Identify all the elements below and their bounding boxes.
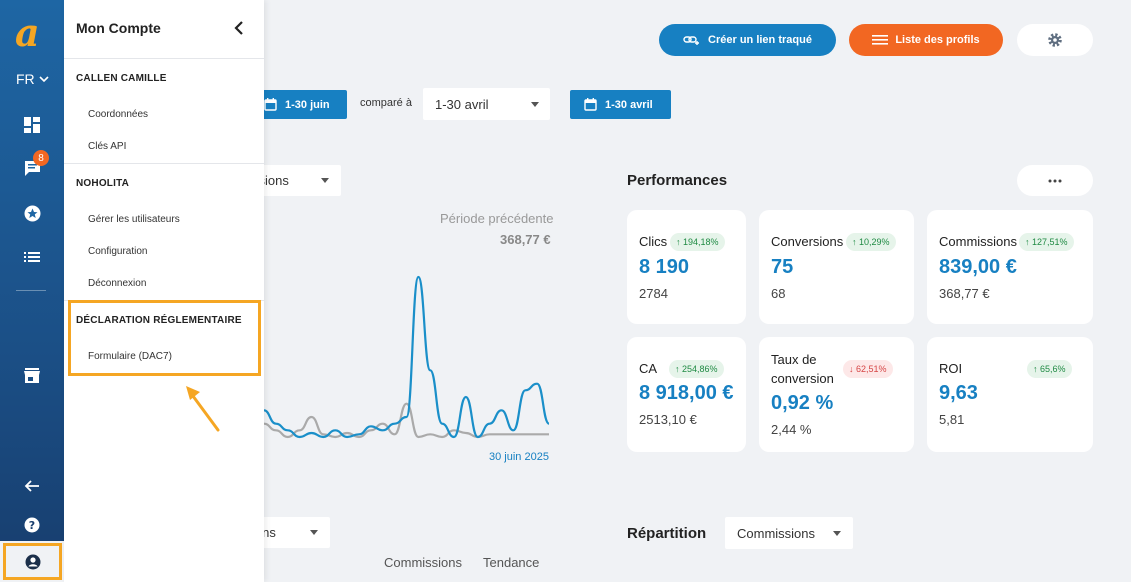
language-selector[interactable]: FR (16, 71, 49, 87)
compare-label: comparé à (360, 97, 412, 109)
previous-period-label: Période précédente (440, 211, 554, 226)
card-roi: ROI ↑ 65,6% 9,63 5,81 (927, 337, 1093, 452)
card-previous: 5,81 (939, 412, 965, 427)
calendar-icon (264, 98, 277, 111)
store-icon[interactable] (20, 363, 44, 387)
repartition-select[interactable]: Commissions (725, 517, 853, 549)
account-menu-panel: Mon Compte CALLEN CAMILLE Coordonnées Cl… (64, 0, 264, 582)
menu-item-configuration[interactable]: Configuration (88, 246, 148, 257)
highlight-box (68, 300, 261, 376)
caret-down-icon (531, 102, 539, 107)
menu-icon (872, 35, 889, 45)
card-label: Commissions (939, 234, 1018, 249)
profiles-list-button[interactable]: Liste des profils (849, 24, 1003, 56)
list-icon[interactable] (20, 245, 44, 269)
svg-text:a: a (15, 12, 40, 52)
caret-down-icon (321, 178, 329, 183)
card-revenue: CA ↑ 254,86% 8 918,00 € 2513,10 € (627, 337, 746, 452)
back-arrow-icon[interactable] (20, 474, 44, 498)
chart-series-line-1 (264, 275, 551, 439)
divider (64, 163, 264, 164)
card-previous: 2,44 % (771, 422, 812, 437)
menu-item-logout[interactable]: Déconnexion (88, 278, 147, 289)
chart-end-date: 30 juin 2025 (489, 451, 549, 463)
card-label: Clics (639, 234, 668, 249)
line-chart (264, 275, 551, 439)
section-heading-user: CALLEN CAMILLE (76, 73, 167, 84)
column-header-commissions[interactable]: Commissions (384, 555, 463, 570)
language-label: FR (16, 71, 35, 87)
menu-item-contact-details[interactable]: Coordonnées (88, 109, 149, 120)
profiles-list-label: Liste des profils (895, 34, 980, 46)
repartition-title: Répartition (627, 525, 707, 542)
section-heading-company: NOHOLITA (76, 178, 130, 189)
menu-item-dac7-form[interactable]: Formulaire (DAC7) (88, 351, 172, 362)
card-commissions: Commissions ↑ 127,51% 839,00 € 368,77 € (927, 210, 1093, 324)
svg-text:?: ? (29, 519, 35, 532)
trend-badge: ↑ 10,29% (846, 233, 896, 251)
caret-down-icon (833, 531, 841, 536)
chevron-left-icon (234, 21, 243, 35)
annotation-arrow-icon (186, 386, 220, 432)
card-conversion-rate: Taux de conversion ↓ 62,51% 0,92 % 2,44 … (759, 337, 914, 452)
settings-button[interactable] (1017, 24, 1093, 56)
card-previous: 2784 (639, 286, 668, 301)
trend-badge: ↑ 194,18% (670, 233, 725, 251)
star-icon[interactable] (20, 201, 44, 225)
menu-item-api-keys[interactable]: Clés API (88, 141, 127, 152)
more-dots-icon (1048, 179, 1062, 182)
dashboard-icon[interactable] (20, 113, 44, 137)
column-header-trend[interactable]: Tendance (483, 555, 540, 570)
caret-down-icon (310, 530, 318, 535)
compare-period-button[interactable]: 1-30 avril (570, 90, 671, 119)
card-previous: 368,77 € (939, 286, 990, 301)
repartition-select-value: Commissions (737, 525, 816, 541)
more-options-button[interactable] (1017, 165, 1093, 196)
notification-badge: 8 (33, 150, 49, 166)
trend-badge: ↑ 65,6% (1027, 360, 1072, 378)
card-clicks: Clics ↑ 194,18% 8 190 2784 (627, 210, 746, 324)
chevron-down-icon (39, 76, 49, 83)
close-panel-button[interactable] (230, 18, 248, 38)
menu-item-manage-users[interactable]: Gérer les utilisateurs (88, 214, 180, 225)
gear-icon (1048, 33, 1062, 47)
trend-badge: ↑ 127,51% (1019, 233, 1074, 251)
card-value: 0,92 % (771, 392, 834, 414)
card-value: 8 190 (639, 256, 690, 278)
card-previous: 2513,10 € (639, 412, 697, 427)
card-label: CA (639, 361, 658, 376)
card-label: Taux de conversion (771, 352, 834, 386)
user-icon (25, 554, 40, 569)
account-menu-title: Mon Compte (76, 20, 161, 36)
account-button[interactable] (3, 543, 62, 580)
app-logo[interactable]: a (10, 10, 54, 54)
current-period-button[interactable]: 1-30 juin (250, 90, 347, 119)
card-value: 8 918,00 € (639, 382, 734, 404)
card-label: Conversions (771, 234, 844, 249)
icon-rail: a FR 8 ? (0, 0, 64, 582)
card-conversions: Conversions ↑ 10,29% 75 68 (759, 210, 914, 324)
divider (64, 58, 264, 59)
card-value: 839,00 € (939, 256, 1017, 278)
section-heading-regulatory: DÉCLARATION RÉGLEMENTAIRE (76, 315, 242, 326)
calendar-icon (584, 98, 597, 111)
chart-series-line-2 (264, 402, 549, 439)
card-value: 9,63 (939, 382, 978, 404)
compare-period-select[interactable]: 1-30 avril (423, 88, 550, 120)
performances-title: Performances (627, 172, 728, 189)
current-period-label: 1-30 juin (285, 98, 330, 111)
help-icon[interactable]: ? (20, 513, 44, 537)
card-value: 75 (771, 256, 794, 278)
trend-badge: ↓ 62,51% (843, 360, 893, 378)
link-plus-icon (683, 36, 700, 45)
compare-period-label: 1-30 avril (605, 98, 653, 111)
compare-select-value: 1-30 avril (435, 96, 489, 112)
card-previous: 68 (771, 286, 786, 301)
create-tracked-link-label: Créer un lien traqué (708, 34, 812, 46)
rail-divider (16, 290, 46, 291)
trend-badge: ↑ 254,86% (669, 360, 724, 378)
card-label: ROI (939, 361, 963, 376)
create-tracked-link-button[interactable]: Créer un lien traqué (659, 24, 836, 56)
previous-period-value: 368,77 € (500, 232, 551, 247)
